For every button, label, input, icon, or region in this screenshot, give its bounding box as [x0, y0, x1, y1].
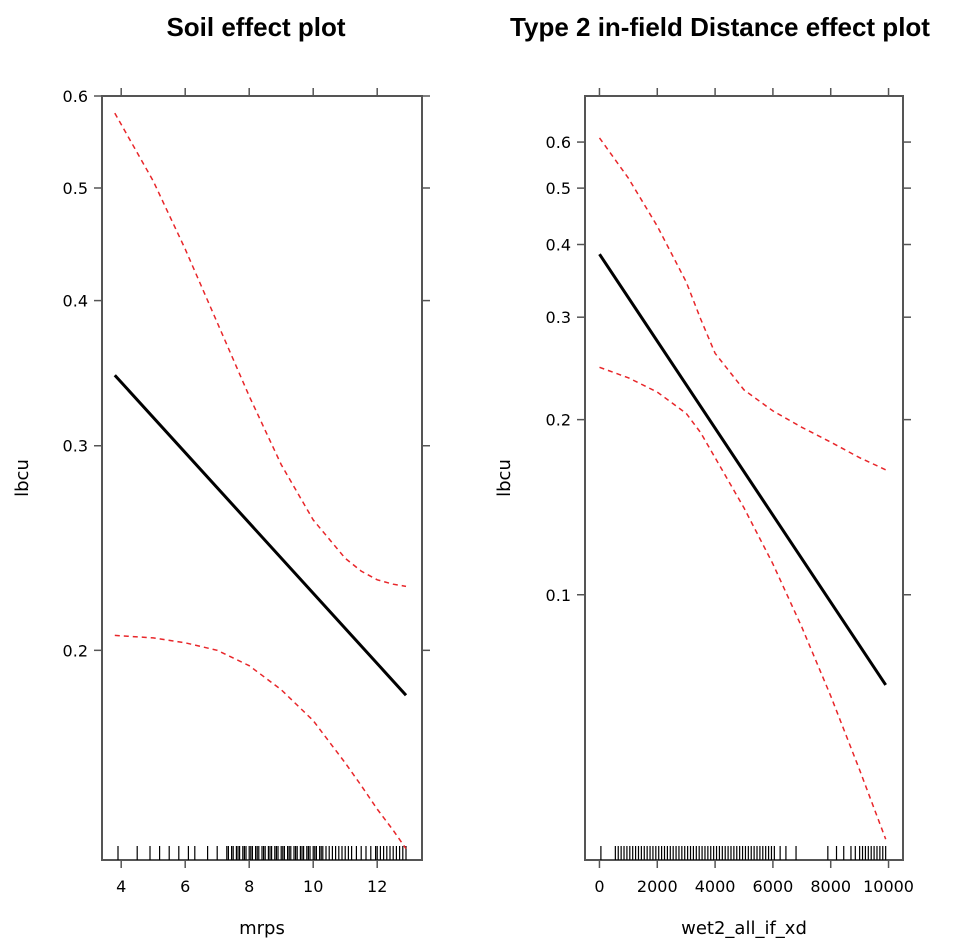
panel-2-y-tick-label: 0.3: [546, 308, 571, 327]
panel-2-y-tick-label: 0.1: [546, 586, 571, 605]
panel-1-y-tick-label: 0.5: [63, 179, 88, 198]
panel-2-y-tick-label: 0.6: [546, 133, 571, 152]
panel-2-x-tick-label: 10000: [863, 877, 914, 896]
panel-2-title: Type 2 in-field Distance effect plot: [510, 12, 930, 42]
panel-1-plot-frame: [101, 95, 423, 861]
panel-1-title: Soil effect plot: [166, 12, 345, 42]
panel-1-y-axis-label: lbcu: [12, 459, 33, 497]
panel-1-x-tick-label: 12: [367, 877, 387, 896]
panel-2-x-tick-label: 4000: [695, 877, 736, 896]
panel-2-x-axis-label: wet2_all_if_xd: [681, 918, 807, 939]
panel-1-x-tick-label: 10: [303, 877, 323, 896]
panel-2-fit-line: [598, 253, 887, 686]
panel-1-x-tick-label: 4: [116, 877, 126, 896]
panel-1-y-tick-label: 0.4: [63, 292, 88, 311]
panel-2-y-tick-label: 0.5: [546, 179, 571, 198]
panel-2-x-tick-label: 2000: [637, 877, 678, 896]
panel-1-fit-line: [113, 374, 408, 697]
panel-1-x-tick-label: 8: [244, 877, 254, 896]
panel-1-confidence-band-upper: [114, 112, 407, 588]
panel-2-y-axis-label: lbcu: [494, 459, 515, 497]
panel-2-x-tick-label: 0: [594, 877, 604, 896]
panel-2-y-tick-label: 0.2: [546, 411, 571, 430]
panel-1-y-tick-label: 0.3: [63, 437, 88, 456]
panel-1-y-tick-label: 0.6: [63, 87, 88, 106]
panel-2-confidence-band-upper: [598, 137, 887, 471]
panel-2-x-tick-label: 6000: [753, 877, 794, 896]
panel-2-confidence-band-lower: [599, 366, 887, 840]
panel-2-y-tick-label: 0.4: [546, 236, 571, 255]
panel-1-confidence-band-lower: [114, 634, 407, 850]
panel-1-y-tick-label: 0.2: [63, 641, 88, 660]
panel-2-x-tick-label: 8000: [810, 877, 851, 896]
panel-1-x-axis-label: mrps: [239, 918, 285, 939]
panel-2-plot-frame: [584, 95, 904, 861]
panel-1-x-tick-label: 6: [180, 877, 190, 896]
